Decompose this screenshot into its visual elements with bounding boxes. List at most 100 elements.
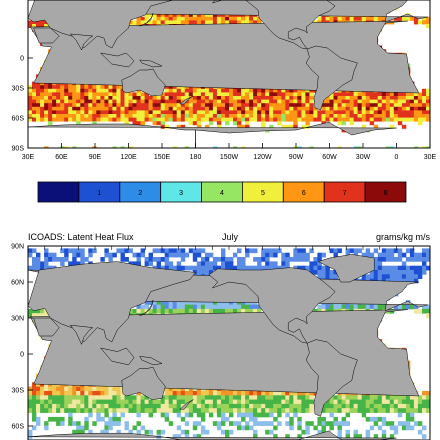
bottom-cell bbox=[261, 265, 266, 271]
top-cell bbox=[168, 16, 174, 21]
top-cell bbox=[172, 146, 178, 148]
bottom-cell bbox=[120, 257, 125, 262]
top-cell bbox=[160, 121, 166, 126]
bottom-cell bbox=[84, 257, 89, 262]
top-cell bbox=[385, 117, 391, 122]
top-cell bbox=[357, 110, 363, 115]
top-cell bbox=[204, 16, 210, 21]
top-cell bbox=[265, 92, 270, 97]
top-cell bbox=[401, 16, 407, 21]
top-cell bbox=[345, 16, 351, 21]
top-cell bbox=[289, 124, 294, 129]
top-cell bbox=[325, 114, 330, 118]
top-cell bbox=[381, 103, 387, 108]
top-cell bbox=[152, 110, 158, 115]
top-cell bbox=[301, 99, 306, 104]
bottom-cell bbox=[233, 252, 238, 258]
bottom-cell bbox=[401, 274, 407, 280]
top-cell bbox=[361, 110, 367, 115]
top-cell bbox=[88, 85, 93, 90]
top-cell bbox=[289, 114, 294, 118]
bottom-cell bbox=[321, 274, 326, 280]
top-cell bbox=[132, 121, 137, 126]
top-cell bbox=[349, 117, 355, 122]
top-cell bbox=[261, 110, 266, 115]
top-cell bbox=[128, 99, 133, 104]
bottom-cell bbox=[305, 257, 310, 262]
top-cell bbox=[44, 88, 49, 93]
top-cell bbox=[156, 106, 162, 111]
top-cell bbox=[176, 114, 182, 118]
top-cell bbox=[176, 110, 182, 115]
top-cell bbox=[233, 16, 238, 21]
top-cell bbox=[116, 96, 121, 100]
top-cell bbox=[144, 16, 150, 21]
top-cell bbox=[208, 110, 214, 115]
top-cell bbox=[184, 103, 190, 108]
top-cell bbox=[136, 20, 141, 25]
bottom-cell bbox=[297, 248, 302, 254]
top-cell bbox=[245, 96, 250, 100]
bottom-cell bbox=[365, 248, 371, 254]
top-cell bbox=[148, 103, 154, 108]
top-cell bbox=[164, 117, 170, 122]
top-cell bbox=[164, 110, 170, 115]
top-cell bbox=[273, 110, 278, 115]
bottom-cell bbox=[164, 304, 170, 310]
top-cell bbox=[48, 92, 53, 97]
top-cell bbox=[285, 114, 290, 118]
top-cell bbox=[241, 99, 246, 104]
top-cell bbox=[265, 99, 270, 104]
bottom-cell bbox=[120, 248, 125, 254]
bottom-cell bbox=[44, 265, 49, 271]
top-lat-label: 0 bbox=[20, 56, 24, 63]
bottom-cell bbox=[192, 304, 198, 310]
bottom-cell bbox=[176, 261, 182, 267]
bottom-cell bbox=[389, 274, 395, 280]
bottom-cell bbox=[349, 248, 355, 254]
bottom-cell bbox=[164, 261, 170, 267]
bottom-cell bbox=[180, 257, 186, 262]
top-cell bbox=[401, 124, 407, 129]
top-cell bbox=[265, 88, 270, 93]
top-cell bbox=[417, 117, 423, 122]
top-cell bbox=[297, 103, 302, 108]
top-cell bbox=[36, 88, 41, 93]
top-cell bbox=[44, 106, 49, 111]
top-cell bbox=[361, 16, 367, 21]
top-cell bbox=[221, 16, 226, 21]
top-cell bbox=[36, 96, 41, 100]
top-cell bbox=[180, 20, 186, 25]
bottom-cell bbox=[76, 261, 81, 267]
bottom-cell bbox=[148, 261, 154, 267]
top-cell bbox=[136, 110, 141, 115]
top-cell bbox=[212, 16, 218, 21]
top-cell bbox=[237, 114, 242, 118]
top-cell bbox=[353, 110, 359, 115]
bottom-cell bbox=[345, 248, 351, 254]
bottom-cell bbox=[426, 252, 430, 258]
top-cell bbox=[216, 92, 222, 97]
top-cell bbox=[120, 117, 125, 122]
top-cell bbox=[417, 96, 423, 100]
top-cell bbox=[48, 103, 53, 108]
top-cell bbox=[148, 106, 154, 111]
top-cell bbox=[333, 96, 338, 100]
bottom-cell bbox=[192, 300, 198, 305]
top-cell bbox=[76, 121, 81, 126]
top-land-shape-4 bbox=[69, 33, 94, 51]
bottom-cell bbox=[397, 274, 403, 280]
top-cell bbox=[353, 99, 359, 104]
top-cell bbox=[265, 117, 270, 122]
top-lon-label: 90W bbox=[289, 154, 304, 161]
top-cell bbox=[104, 99, 109, 104]
bottom-cell bbox=[212, 308, 218, 314]
bottom-cell bbox=[245, 304, 250, 310]
top-lon-label: 0 bbox=[395, 154, 399, 161]
bottom-cell bbox=[397, 304, 403, 310]
top-cell bbox=[369, 114, 375, 118]
top-cell bbox=[361, 124, 367, 129]
top-cell bbox=[237, 110, 242, 115]
top-cell bbox=[184, 20, 190, 25]
bottom-cell bbox=[192, 248, 198, 254]
